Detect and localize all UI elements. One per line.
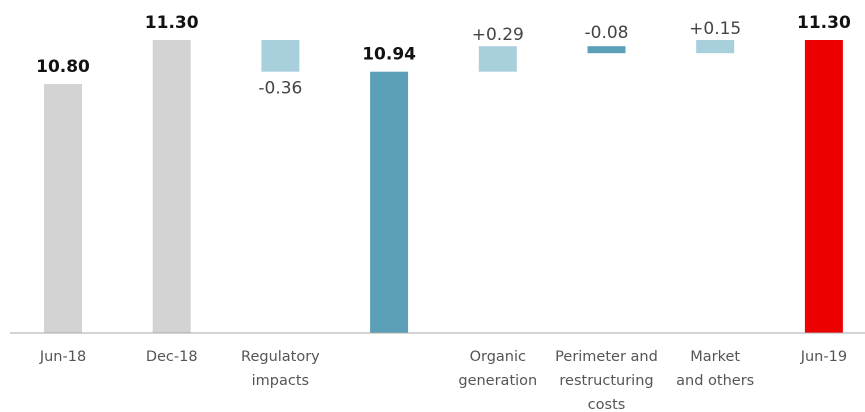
value-label-0: 10.80: [36, 57, 90, 77]
labels-layer: 10.80 11.30 -0.36 10.94 +0.29 -0.08 +0.15 11.30: [36, 13, 851, 99]
category-label-4: Organic generation: [458, 349, 537, 389]
bar-1: [152, 40, 191, 333]
category-label-1-line-0: Dec-18: [146, 349, 198, 365]
category-label-7: Jun-19: [800, 349, 847, 365]
category-label-6-line-1: and others: [676, 373, 754, 389]
bar-3: [370, 71, 409, 333]
value-label-1: 11.30: [145, 13, 199, 33]
category-label-0: Jun-18: [39, 349, 86, 365]
category-label-5-line-1: restructuring: [559, 373, 653, 389]
category-label-2: Regulatory impacts: [241, 349, 320, 389]
bar-4: [478, 46, 517, 72]
bar-0: [44, 84, 82, 333]
bar-6: [696, 40, 735, 54]
category-label-2-line-0: Regulatory: [241, 349, 320, 365]
value-label-2: -0.36: [258, 79, 302, 99]
category-label-0-line-0: Jun-18: [39, 349, 86, 365]
bar-7: [804, 40, 843, 333]
category-labels-layer: Jun-18 Dec-18 Regulatory impacts Organic gene…: [39, 349, 847, 412]
category-label-7-line-0: Jun-19: [800, 349, 847, 365]
category-label-6: Market and others: [676, 349, 754, 389]
category-label-6-line-0: Market: [690, 349, 740, 365]
value-label-7: 11.30: [797, 13, 851, 33]
category-label-1: Dec-18: [146, 349, 198, 365]
value-label-4: +0.29: [472, 25, 524, 45]
bar-5: [587, 46, 626, 54]
bars-layer: [44, 40, 843, 333]
category-label-5: Perimeter and restructuring costs: [555, 349, 658, 412]
bar-2: [261, 40, 300, 72]
value-label-3: 10.94: [362, 45, 416, 65]
value-label-6: +0.15: [689, 19, 741, 39]
value-label-5: -0.08: [585, 23, 629, 43]
category-label-2-line-1: impacts: [252, 373, 309, 389]
category-label-4-line-1: generation: [458, 373, 537, 389]
category-label-5-line-0: Perimeter and: [555, 349, 658, 365]
category-label-5-line-2: costs: [588, 397, 626, 412]
category-label-4-line-0: Organic: [470, 349, 526, 365]
